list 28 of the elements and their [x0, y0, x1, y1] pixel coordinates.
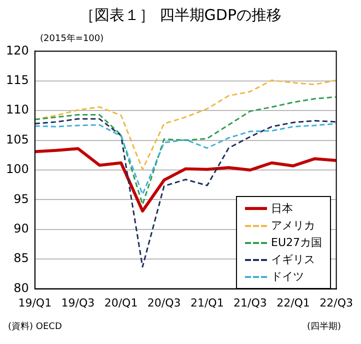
y-tick-label: 90 [14, 222, 29, 236]
legend-label: ドイツ [271, 269, 304, 284]
chart-title: ［図表１］ 四半期GDPの推移 [78, 6, 282, 25]
y-axis-title: (2015年=100) [40, 32, 104, 45]
x-tick-label: 20/Q3 [147, 296, 181, 310]
y-tick-label: 100 [6, 162, 29, 176]
text: (資料) OECD [8, 320, 62, 333]
x-tick-label: 22/Q3 [320, 296, 354, 310]
x-tick-label: 19/Q1 [18, 296, 52, 310]
x-tick-label: 20/Q1 [104, 296, 138, 310]
y-tick-label: 115 [6, 73, 29, 88]
y-tick-label: 85 [14, 251, 29, 266]
y-tick-label: 95 [14, 192, 29, 206]
x-tick-label: 22/Q1 [276, 296, 310, 310]
legend-label: アメリカ [271, 218, 315, 233]
y-tick-label: 110 [6, 102, 29, 117]
legend-label: EU27カ国 [271, 235, 322, 250]
x-tick-label: 19/Q3 [61, 296, 95, 310]
legend-label: 日本 [271, 201, 293, 216]
y-tick-label: 80 [14, 280, 29, 295]
line-series [34, 122, 338, 196]
legend-label: イギリス [271, 252, 315, 267]
line-series [34, 118, 338, 268]
x-axis-title: (四半期) [306, 320, 341, 333]
y-tick-label: 120 [6, 43, 29, 58]
x-tick-label: 21/Q1 [190, 296, 224, 310]
y-tick-label: 105 [6, 132, 29, 146]
x-tick-label: 21/Q3 [234, 296, 267, 310]
